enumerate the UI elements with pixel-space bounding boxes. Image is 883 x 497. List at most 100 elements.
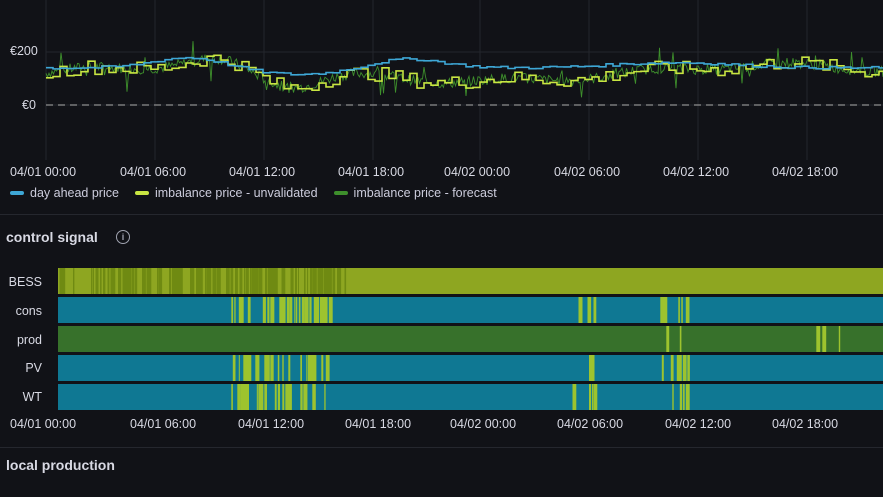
state-segment xyxy=(288,297,290,323)
state-segment xyxy=(146,268,150,294)
state-segment xyxy=(687,355,690,381)
imbalance-series xyxy=(46,54,883,92)
state-segment xyxy=(298,297,301,323)
state-segment xyxy=(271,297,275,323)
state-segment xyxy=(306,355,308,381)
state-segment xyxy=(277,355,280,381)
state-segment xyxy=(592,355,595,381)
panel-divider xyxy=(0,214,883,215)
state-segment xyxy=(100,268,102,294)
state-segment xyxy=(285,384,288,410)
state-segment xyxy=(679,326,682,352)
state-segment xyxy=(157,268,159,294)
state-segment xyxy=(209,268,212,294)
state-segment xyxy=(103,268,106,294)
state-segment xyxy=(234,355,236,381)
state-segment xyxy=(136,268,138,294)
state-segment xyxy=(307,268,309,294)
state-segment xyxy=(822,326,827,352)
state-segment xyxy=(179,268,183,294)
state-segment xyxy=(327,355,330,381)
x-tick: 04/02 00:00 xyxy=(444,165,511,179)
price-chart xyxy=(45,0,883,160)
prod-band xyxy=(58,326,883,352)
state-segment xyxy=(325,355,329,381)
y-tick-200: €200 xyxy=(10,44,38,58)
state-segment xyxy=(107,268,110,294)
state-segment xyxy=(321,355,324,381)
state-segment xyxy=(672,384,674,410)
state-segment xyxy=(661,297,663,323)
imbalance-line xyxy=(46,54,883,92)
state-segment xyxy=(279,297,282,323)
state-segment xyxy=(131,268,134,294)
state-segment xyxy=(676,355,681,381)
state-segment xyxy=(134,268,137,294)
state-segment xyxy=(246,384,249,410)
legend-imbalance-forecast[interactable]: imbalance price - forecast xyxy=(333,186,497,200)
state-timeline-chart xyxy=(58,268,883,410)
state-segment xyxy=(328,268,332,294)
panel-divider xyxy=(0,447,883,448)
row-label-cons: cons xyxy=(15,304,42,318)
state-segment xyxy=(257,268,259,294)
state-segment xyxy=(244,384,248,410)
dayahead-line xyxy=(46,56,883,76)
state-segment xyxy=(160,268,163,294)
state-segment xyxy=(256,268,259,294)
state-segment xyxy=(678,297,680,323)
cons-band xyxy=(58,297,883,323)
state-segment xyxy=(275,268,278,294)
state-segment xyxy=(280,297,283,323)
state-segment xyxy=(295,268,297,294)
row-label-prod: prod xyxy=(16,333,42,347)
state-segment xyxy=(295,297,298,323)
state-segment xyxy=(282,297,286,323)
legend-swatch xyxy=(333,191,348,195)
state-segment xyxy=(267,355,270,381)
state-segment xyxy=(282,355,284,381)
legend-imbalance-unvalidated[interactable]: imbalance price - unvalidated xyxy=(134,186,318,200)
state-segment xyxy=(226,268,230,294)
state-segment xyxy=(312,384,316,410)
state-segment xyxy=(281,268,286,294)
x-tick: 04/01 18:00 xyxy=(345,417,412,431)
x-tick: 04/02 12:00 xyxy=(663,165,730,179)
legend-label: day ahead price xyxy=(30,186,119,200)
state-segment xyxy=(232,268,234,294)
state-segment xyxy=(234,297,236,323)
state-segment xyxy=(264,384,267,410)
state-segment xyxy=(838,326,841,352)
state-segment xyxy=(176,268,180,294)
legend-day-ahead[interactable]: day ahead price xyxy=(10,186,119,200)
local-production-title: local production xyxy=(6,457,115,473)
state-segment xyxy=(250,268,252,294)
state-segment xyxy=(304,384,308,410)
state-segment xyxy=(265,268,268,294)
state-segment xyxy=(332,268,335,294)
state-segment xyxy=(92,268,94,294)
state-segment xyxy=(301,297,305,323)
state-segment xyxy=(268,268,271,294)
state-segment xyxy=(682,355,687,381)
state-segment xyxy=(587,297,592,323)
state-segment xyxy=(304,268,306,294)
state-segment xyxy=(325,268,329,294)
state-segment xyxy=(231,384,233,410)
state-segment xyxy=(298,268,299,294)
row-label-bess: BESS xyxy=(8,275,42,289)
state-segment xyxy=(267,297,270,323)
x-tick: 04/01 06:00 xyxy=(120,165,187,179)
state-segment xyxy=(307,355,311,381)
state-segment xyxy=(670,355,674,381)
x-tick: 04/02 06:00 xyxy=(554,165,621,179)
state-segment xyxy=(679,355,682,381)
state-segment xyxy=(62,268,65,294)
state-segment xyxy=(217,268,221,294)
state-segment xyxy=(323,268,326,294)
state-segment xyxy=(240,384,244,410)
state-segment xyxy=(253,268,257,294)
state-segment xyxy=(199,268,203,294)
info-icon[interactable]: i xyxy=(116,230,130,244)
state-segment xyxy=(91,268,92,294)
